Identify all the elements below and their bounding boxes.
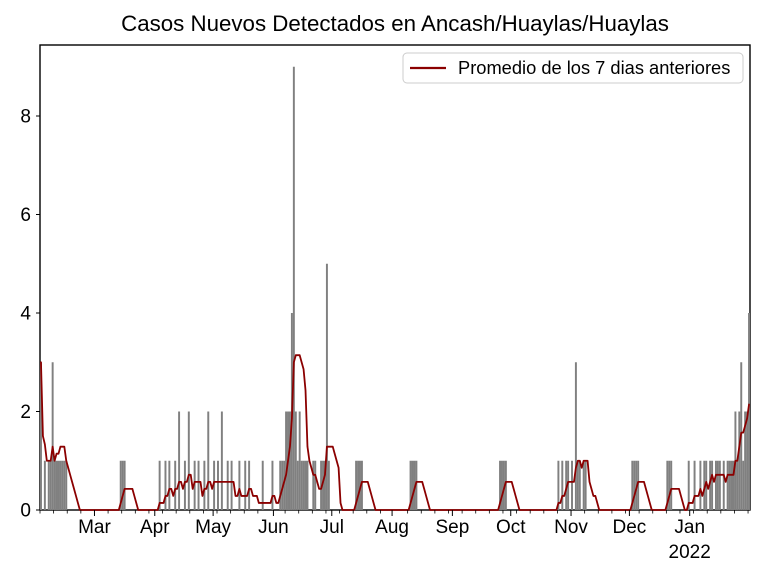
svg-text:0: 0 <box>20 501 31 522</box>
svg-text:Casos Nuevos Detectados en Anc: Casos Nuevos Detectados en Ancash/Huayla… <box>121 11 669 36</box>
svg-text:Dec: Dec <box>613 517 647 538</box>
svg-text:Jun: Jun <box>258 517 289 538</box>
svg-text:Apr: Apr <box>140 517 170 538</box>
svg-text:May: May <box>195 517 231 538</box>
svg-text:8: 8 <box>20 107 31 128</box>
svg-text:2: 2 <box>20 402 31 423</box>
svg-text:4: 4 <box>20 304 31 325</box>
svg-text:Sep: Sep <box>435 517 469 538</box>
svg-text:Promedio de los 7 dias anterio: Promedio de los 7 dias anteriores <box>458 57 730 78</box>
svg-text:Jan: Jan <box>674 517 705 538</box>
svg-text:Jul: Jul <box>320 517 344 538</box>
svg-text:Mar: Mar <box>78 517 111 538</box>
svg-text:Oct: Oct <box>496 517 526 538</box>
svg-text:Aug: Aug <box>375 517 409 538</box>
svg-text:Nov: Nov <box>554 517 588 538</box>
svg-text:2022: 2022 <box>669 542 711 563</box>
svg-text:6: 6 <box>20 205 31 226</box>
